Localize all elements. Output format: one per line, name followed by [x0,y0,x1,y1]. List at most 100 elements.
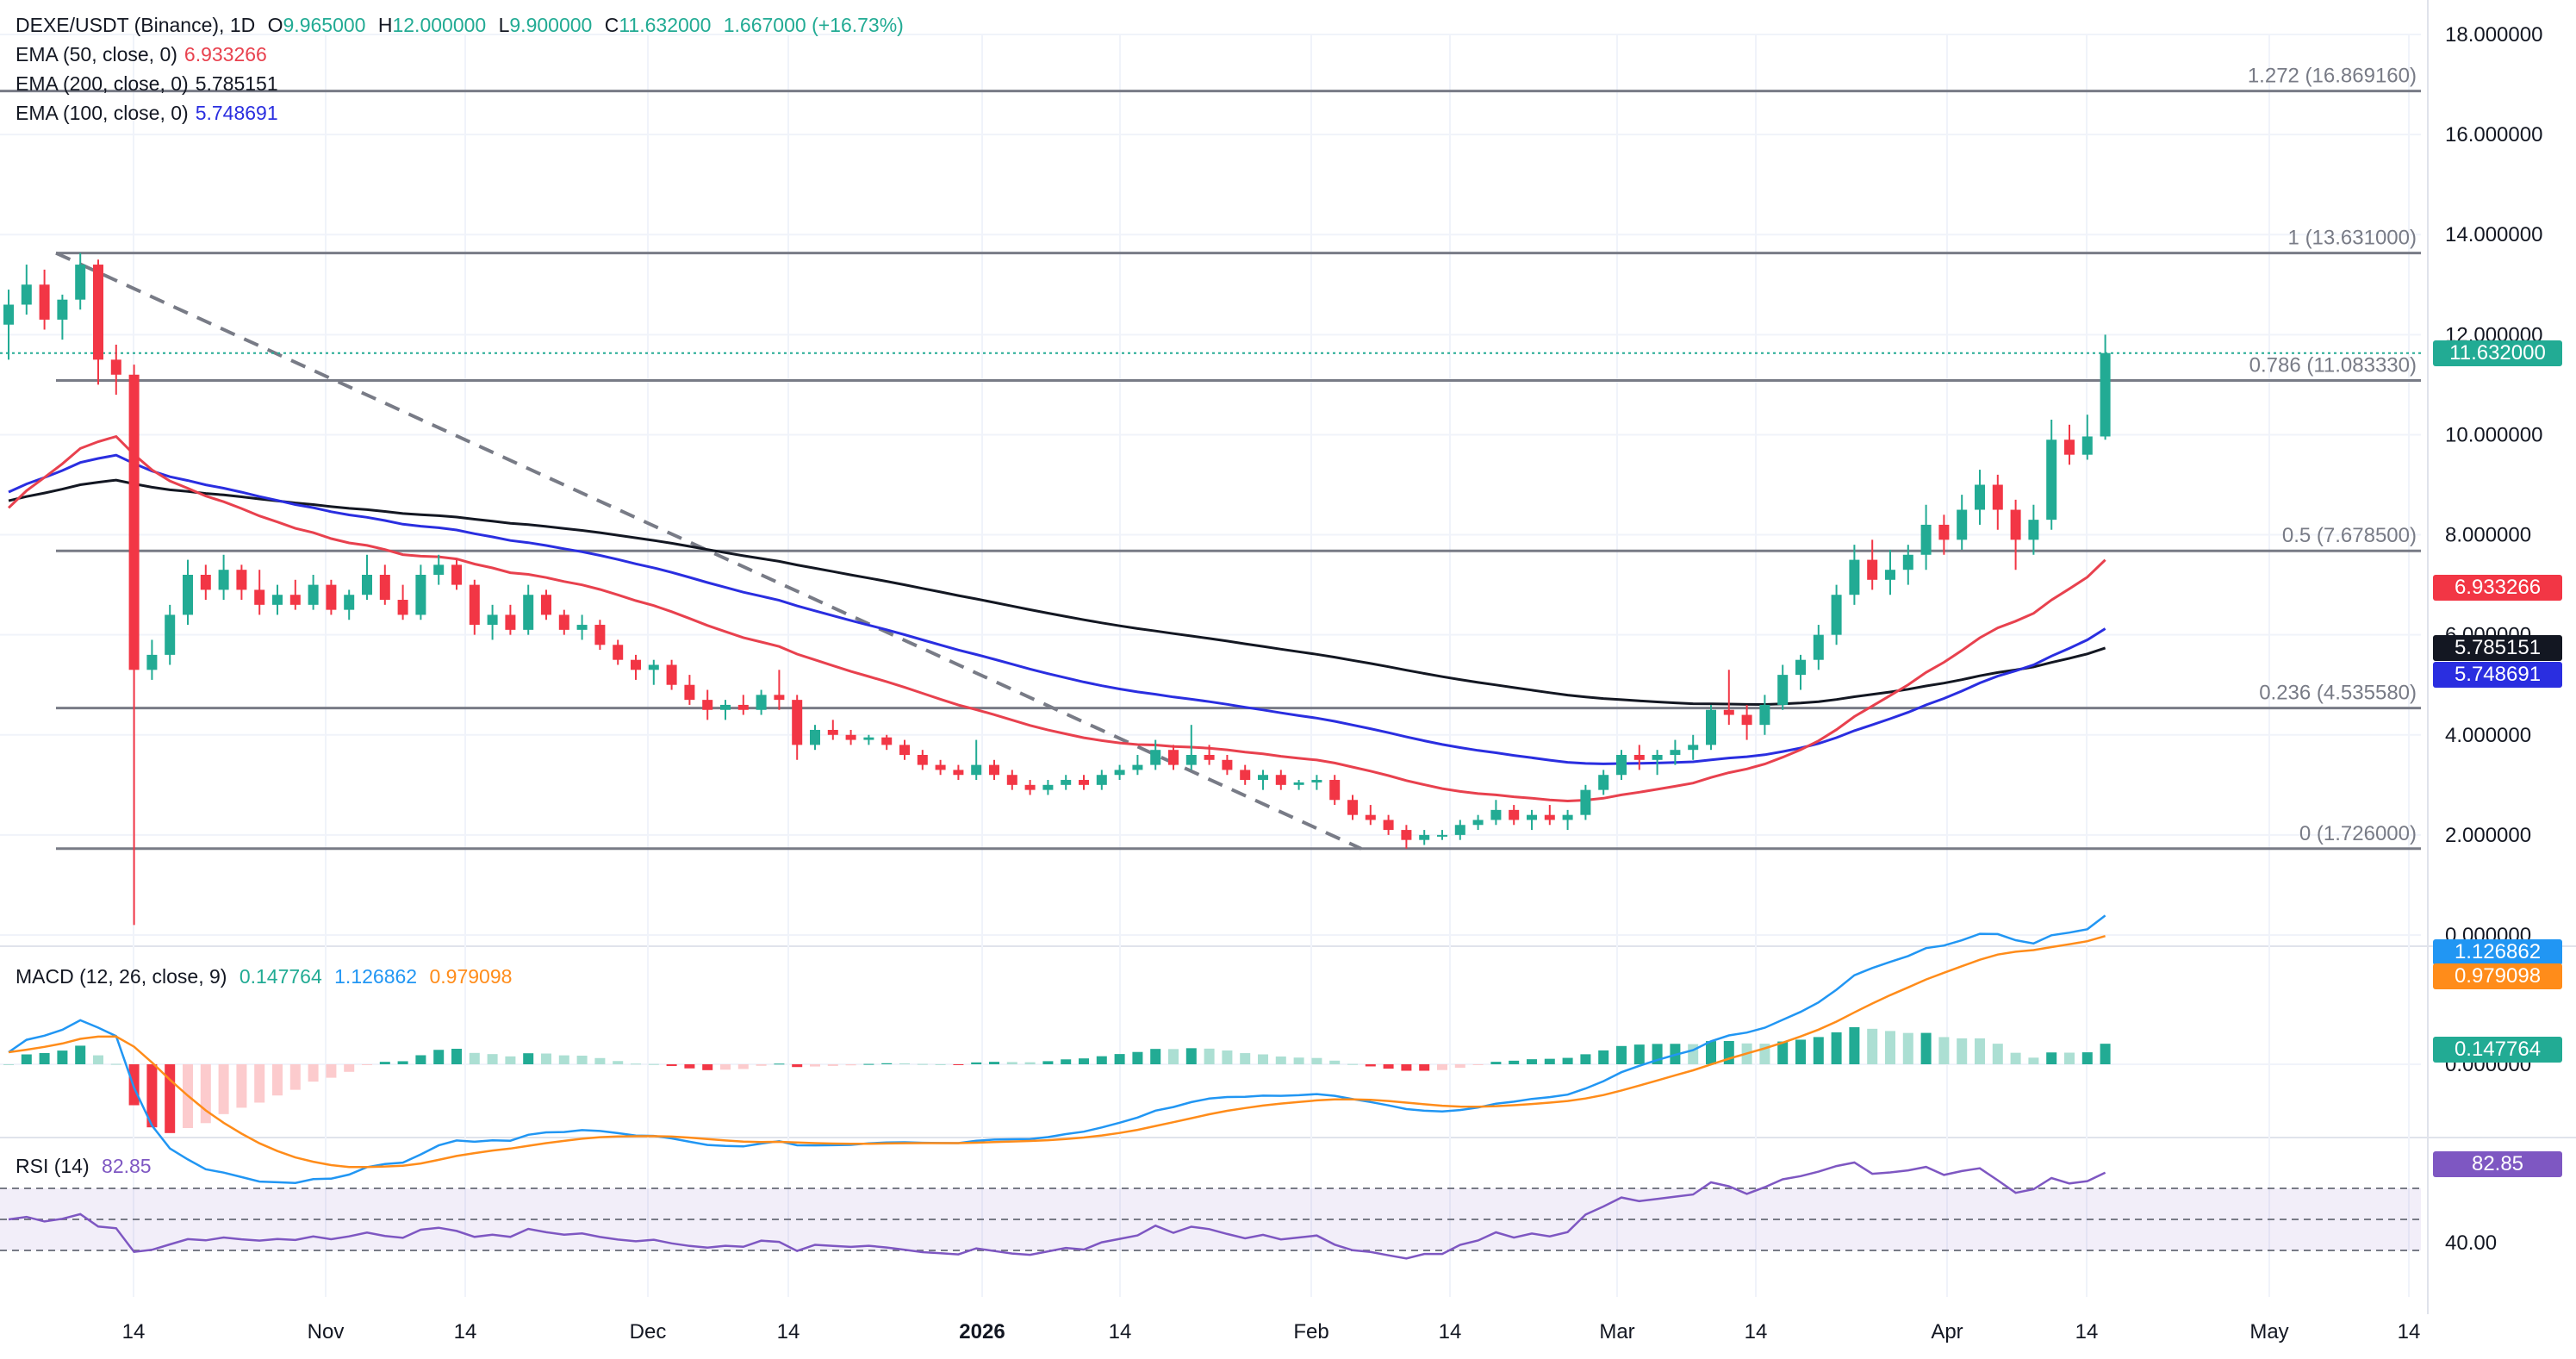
macd-histogram-bar [1383,1064,1394,1069]
macd-histogram-bar [1258,1054,1268,1064]
macd-histogram-bar [1831,1032,1842,1064]
candle-body [1759,704,1770,726]
candle-body [469,584,480,626]
macd-histogram-bar [1240,1053,1251,1064]
candle-body [1079,780,1089,785]
macd-histogram-bar [1222,1050,1233,1064]
ema50-label: EMA (50, close, 0) [16,43,177,65]
macd-histogram-bar [3,1064,14,1065]
candle-body [1885,570,1895,580]
symbol-label: DEXE/USDT (Binance), 1D [16,14,256,36]
macd-histogram-bar [1311,1057,1322,1064]
candle-body [523,595,534,630]
candle-body [1580,789,1591,815]
macd-histogram-bar [1419,1064,1430,1071]
macd-histogram-bar [1150,1049,1161,1064]
candle-body [1544,814,1555,820]
candle-body [935,764,946,770]
candle-body [75,265,86,300]
macd-histogram-bar [1006,1062,1017,1064]
candle-body [1437,834,1447,837]
macd-histogram-bar [39,1052,50,1064]
ema100-line [8,453,2106,765]
macd-histogram-bar [2081,1052,2093,1064]
candle-body [702,700,713,710]
low-label: L [498,14,510,36]
candle-body [3,304,14,325]
macd-histogram-bar [1885,1031,1895,1064]
ema50-line [7,434,2106,803]
candle-body [648,664,659,670]
macd-histogram-bar [1562,1057,1573,1064]
price-axis-label: 10.000000 [2445,423,2542,446]
macd-histogram-bar [1920,1032,1932,1064]
rsi-legend[interactable]: RSI (14) 82.85 [16,1151,159,1181]
candle-body [1992,484,2003,510]
candle-body [451,564,462,585]
candle-body [684,684,695,701]
candle-body [827,729,838,735]
macd-histogram-bar [774,1063,785,1065]
macd-histogram-bar [505,1056,516,1064]
ema50-legend[interactable]: EMA (50, close, 0) 6.933266 [16,40,274,69]
candle-body [881,737,893,745]
macd-histogram-bar [1706,1041,1716,1064]
candle-body [1849,559,1860,595]
time-axis-label: 14 [1439,1320,1462,1343]
ema50-price-badge: 6.933266 [2433,575,2562,601]
price-axis-label: 4.000000 [2445,724,2531,747]
macd-histogram-bar [523,1053,534,1064]
open-label: O [267,14,283,36]
macd-histogram-bar [1061,1059,1072,1064]
candle-body [1670,750,1681,755]
macd-histogram-bar [308,1064,319,1082]
candle-body [1902,554,1913,570]
candle-body [1383,820,1394,831]
candle-body [720,704,731,710]
macd-histogram-bar [1204,1048,1215,1064]
candle-body [845,734,856,740]
low-value: 9.900000 [509,14,593,36]
candle-body [1741,714,1752,726]
time-axis-label: Dec [630,1320,667,1343]
macd-histogram-bar [594,1057,606,1064]
candle-body [1329,780,1341,801]
candle-body [415,575,426,615]
candle-body [774,695,785,701]
macd-histogram-bar [1114,1054,1125,1064]
ema100-legend[interactable]: EMA (100, close, 0) 5.748691 [16,98,285,128]
macd-histogram-bar [1168,1049,1179,1064]
macd-legend[interactable]: MACD (12, 26, close, 9) 0.147764 1.12686… [16,962,519,991]
macd-histogram-bar [1777,1041,1789,1064]
macd-histogram-bar [845,1064,856,1066]
ema200-legend[interactable]: EMA (200, close, 0) 5.785151 [16,69,285,98]
price-axis-label: 14.000000 [2445,223,2542,246]
macd-histogram-bar [93,1055,103,1064]
time-axis-label: 14 [1745,1320,1768,1343]
high-value: 12.000000 [392,14,487,36]
macd-histogram-bar [1902,1032,1913,1064]
candle-body [1652,755,1663,760]
candle-body [1831,595,1842,635]
macd-histogram-bar [165,1064,176,1133]
candle-body [1096,775,1107,785]
macd-histogram-bar [702,1064,713,1070]
candle-body [397,600,408,615]
macd-histogram-bar [1472,1064,1484,1065]
macd-histogram-bar [218,1064,229,1114]
price-axis-label: 8.000000 [2445,524,2531,547]
candle-body [1132,764,1143,770]
macd-label: MACD (12, 26, close, 9) [16,965,227,988]
macd-histogram-bar [1580,1054,1591,1064]
candle-body [1867,559,1878,580]
macd-histogram-bar [2100,1044,2111,1064]
macd-histogram-bar [289,1064,301,1090]
candle-body [1688,745,1699,751]
candle-body [236,570,247,590]
macd-histogram-bar [1185,1048,1197,1064]
macd-histogram-bar [827,1064,838,1066]
candle-body [810,729,820,745]
candle-body [1723,709,1734,715]
candle-body [666,664,677,685]
